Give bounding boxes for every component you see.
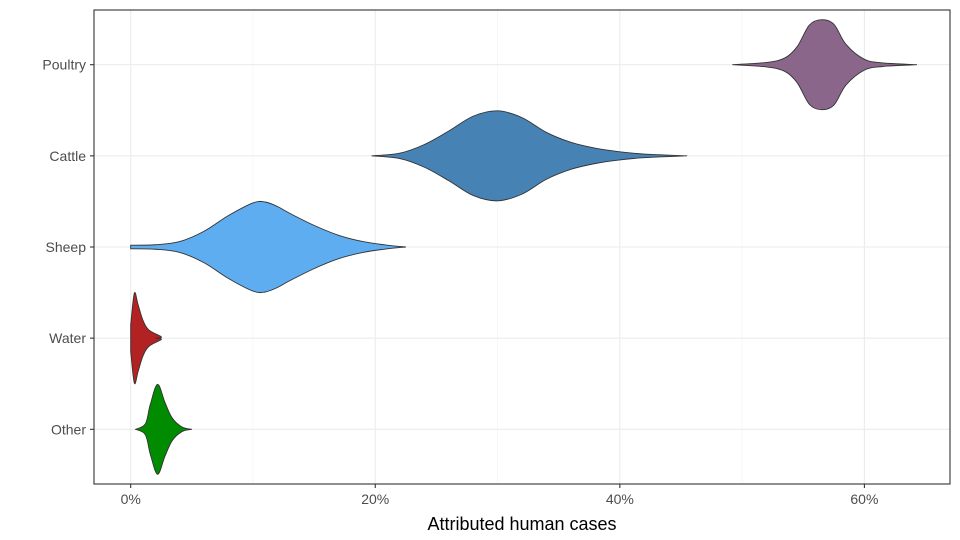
y-tick-label: Cattle bbox=[49, 148, 86, 164]
violin-cattle bbox=[371, 110, 688, 202]
y-tick-label: Water bbox=[49, 330, 86, 346]
x-tick-label: 20% bbox=[361, 491, 389, 507]
axes: 0% 20% 40% 60% Poultry Cattle Sheep Water Other bbox=[42, 57, 878, 507]
y-tick-label: Poultry bbox=[42, 57, 86, 73]
y-tick-label: Other bbox=[51, 421, 86, 437]
violin-water bbox=[130, 292, 162, 385]
violin-sheep bbox=[130, 200, 406, 294]
x-tick-label: 0% bbox=[121, 491, 141, 507]
y-tick-label: Sheep bbox=[46, 239, 87, 255]
violin-poultry bbox=[732, 19, 918, 111]
x-tick-label: 40% bbox=[606, 491, 634, 507]
x-axis-title: Attributed human cases bbox=[427, 514, 616, 534]
violin-other bbox=[134, 383, 192, 475]
x-tick-label: 60% bbox=[850, 491, 878, 507]
violins bbox=[130, 19, 918, 475]
